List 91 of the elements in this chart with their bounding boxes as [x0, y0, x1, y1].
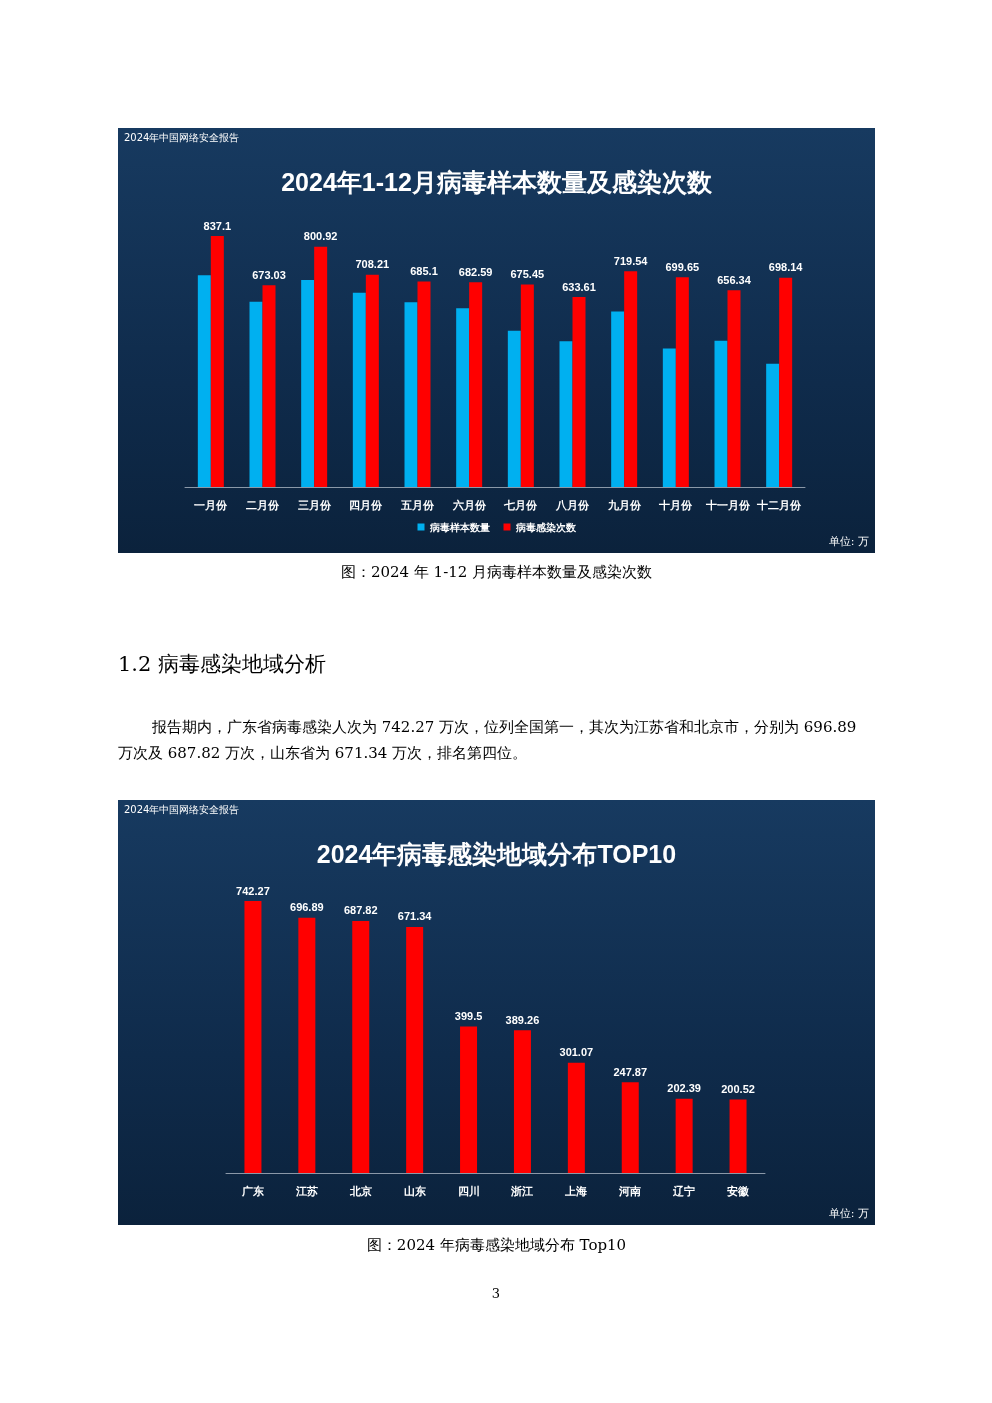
x-tick-label: 十月份 — [658, 498, 694, 511]
x-tick-label: 江苏 — [294, 1184, 318, 1197]
data-label: 708.21 — [355, 258, 390, 271]
text: 2024年中国网络安全报告 — [124, 803, 240, 817]
bar — [727, 290, 741, 487]
data-label: 656.34 — [717, 273, 752, 286]
data-label: 742.27 — [236, 884, 270, 897]
data-label: 698.14 — [768, 261, 804, 274]
x-tick-label: 山东 — [403, 1184, 426, 1197]
legend-label: 病毒样本数量 — [428, 521, 490, 533]
bar — [460, 1026, 478, 1173]
bar — [365, 274, 379, 487]
bar — [729, 1099, 747, 1173]
bar — [621, 1082, 639, 1173]
text: 3 — [490, 1286, 502, 1301]
data-label: 202.39 — [667, 1082, 701, 1095]
x-tick-label: 广东 — [240, 1184, 264, 1197]
bar — [301, 280, 315, 487]
x-tick-label: 河南 — [618, 1184, 642, 1197]
data-label: 633.61 — [562, 280, 596, 293]
bar — [352, 920, 370, 1173]
bar — [456, 308, 470, 487]
bar — [572, 297, 586, 487]
x-tick-label: 八月份 — [555, 498, 590, 511]
x-tick-label: 上海 — [564, 1184, 588, 1197]
bar — [298, 917, 316, 1173]
bar — [404, 302, 418, 487]
data-label: 685.1 — [410, 265, 438, 278]
bar — [675, 277, 689, 487]
data-label: 719.54 — [613, 254, 649, 267]
text: 报告期内，广东省病毒感染人次为 742.27 万次，位列全国第一，其次为江苏省和北京市，分别为 696.89 万次及 687.82 万次，山东省为 671.34 万次，排名第四位。 — [118, 717, 858, 764]
bar — [314, 246, 328, 487]
x-tick-label: 辽宁 — [672, 1184, 696, 1197]
bar — [520, 284, 534, 487]
x-tick-label: 安徽 — [727, 1184, 751, 1197]
x-tick-label: 北京 — [348, 1184, 372, 1197]
bar — [352, 292, 366, 487]
data-label: 696.89 — [290, 901, 324, 914]
bar — [244, 901, 262, 1173]
bar — [559, 341, 573, 487]
bar — [249, 301, 263, 487]
bar — [513, 1030, 531, 1173]
data-label: 687.82 — [343, 904, 378, 917]
data-label: 200.52 — [721, 1083, 755, 1096]
bar — [675, 1098, 693, 1173]
bar — [779, 277, 793, 487]
x-tick-label: 三月份 — [297, 498, 332, 511]
legend-label: 病毒感染次数 — [514, 521, 577, 533]
x-tick-label: 浙江 — [510, 1184, 534, 1197]
x-tick-label: 四川 — [457, 1184, 480, 1197]
text: 图：2024 年病毒感染地域分布 Top10 — [365, 1236, 628, 1255]
x-tick-label: 十二月份 — [756, 498, 803, 511]
data-label: 301.07 — [559, 1046, 594, 1059]
text: 图：2024 年 1-12 月病毒样本数量及感染次数 — [339, 563, 654, 582]
bar — [766, 363, 780, 487]
x-tick-label: 七月份 — [503, 498, 539, 511]
bar — [469, 282, 483, 487]
x-tick-label: 一月份 — [194, 498, 229, 511]
data-label: 671.34 — [397, 910, 433, 923]
bar — [197, 275, 211, 487]
chart-title: 2024年病毒感染地域分布TOP10 — [316, 839, 677, 868]
bar — [507, 330, 521, 487]
bar — [611, 311, 625, 487]
data-label: 800.92 — [303, 230, 338, 243]
bar — [417, 281, 431, 487]
chart-title: 2024年1-12月病毒样本数量及感染次数 — [281, 167, 713, 196]
text: 2024年中国网络安全报告 — [124, 131, 240, 145]
bar — [662, 348, 676, 487]
x-tick-label: 四月份 — [349, 498, 384, 511]
data-label: 675.45 — [510, 267, 545, 280]
data-label: 837.1 — [203, 219, 232, 232]
data-label: 682.59 — [458, 265, 493, 278]
data-label: 247.87 — [613, 1065, 648, 1078]
bar — [210, 236, 224, 487]
x-tick-label: 六月份 — [451, 498, 487, 511]
bar — [406, 926, 424, 1173]
x-tick-label: 二月份 — [246, 498, 280, 511]
data-label: 389.26 — [505, 1013, 540, 1026]
bar — [714, 340, 728, 487]
bar — [262, 285, 276, 487]
data-label: 399.5 — [454, 1010, 483, 1023]
x-tick-label: 九月份 — [606, 498, 642, 511]
x-tick-label: 五月份 — [400, 498, 435, 511]
bar — [624, 271, 638, 487]
text: 单位: 万 — [828, 534, 869, 549]
data-label: 673.03 — [252, 268, 286, 281]
bar — [567, 1062, 585, 1173]
x-tick-label: 十一月份 — [704, 498, 751, 511]
text: 1.2 病毒感染地域分析 — [118, 651, 327, 678]
data-label: 699.65 — [665, 260, 700, 273]
text: 单位: 万 — [828, 1206, 869, 1221]
